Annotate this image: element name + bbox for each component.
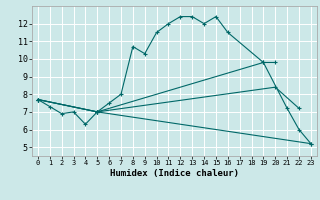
X-axis label: Humidex (Indice chaleur): Humidex (Indice chaleur) — [110, 169, 239, 178]
